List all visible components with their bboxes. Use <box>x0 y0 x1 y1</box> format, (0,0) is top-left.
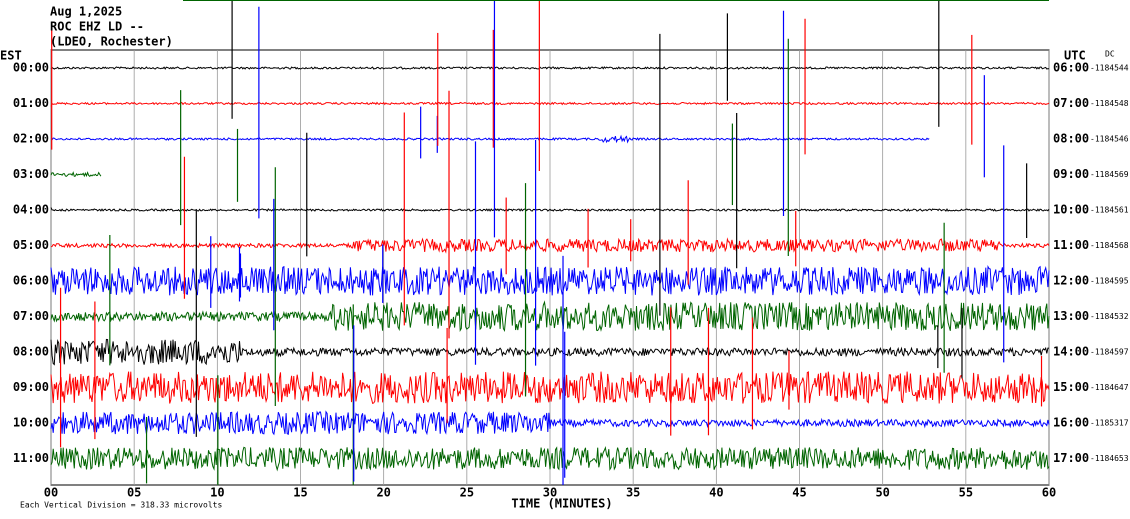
dc-value: -1184546 <box>1090 135 1129 144</box>
est-label: 07:00 <box>13 309 49 323</box>
trace <box>50 134 930 144</box>
plot-area <box>50 0 1050 486</box>
x-tick-label: 55 <box>959 486 973 500</box>
utc-label: 09:00 <box>1053 167 1089 181</box>
utc-label: 10:00 <box>1053 203 1089 217</box>
dc-value: -1184561 <box>1090 206 1129 215</box>
utc-label: 12:00 <box>1053 274 1089 288</box>
header-network: (LDEO, Rochester) <box>50 35 173 49</box>
utc-label: 08:00 <box>1053 132 1089 146</box>
trace <box>50 66 1050 70</box>
x-tick-label: 60 <box>1042 486 1056 500</box>
est-label: 04:00 <box>13 203 49 217</box>
est-label: 01:00 <box>13 96 49 110</box>
left-axis-title: EST <box>0 49 22 63</box>
utc-label: 16:00 <box>1053 416 1089 430</box>
dc-value: -1185317 <box>1090 419 1129 428</box>
dc-title: DC <box>1105 50 1115 59</box>
est-label: 10:00 <box>13 416 49 430</box>
est-label: 00:00 <box>13 61 49 75</box>
dc-value: -1184647 <box>1090 383 1129 392</box>
x-tick-label: 40 <box>709 486 723 500</box>
x-tick-label: 00 <box>44 486 58 500</box>
x-tick-label: 05 <box>127 486 141 500</box>
utc-label: 06:00 <box>1053 61 1089 75</box>
utc-label: 17:00 <box>1053 451 1089 465</box>
header-date: Aug 1,2025 <box>50 5 122 19</box>
dc-value: -1184653 <box>1090 454 1129 463</box>
dc-value: -1184544 <box>1090 64 1129 73</box>
x-tick-label: 30 <box>543 486 557 500</box>
trace <box>50 300 1050 333</box>
x-tick-label: 45 <box>792 486 806 500</box>
utc-label: 14:00 <box>1053 345 1089 359</box>
dc-value: -1184597 <box>1090 348 1129 357</box>
x-tick-label: 35 <box>626 486 640 500</box>
est-label: 08:00 <box>13 345 49 359</box>
dc-value: -1184595 <box>1090 277 1129 286</box>
x-tick-label: 15 <box>293 486 307 500</box>
dc-value: -1184569 <box>1090 170 1129 179</box>
trace <box>50 264 1050 297</box>
dc-value: -1184548 <box>1090 99 1129 108</box>
est-label: 03:00 <box>13 167 49 181</box>
est-label: 11:00 <box>13 451 49 465</box>
trace <box>50 237 1050 254</box>
x-tick-label: 50 <box>875 486 889 500</box>
est-label: 05:00 <box>13 238 49 252</box>
trace <box>50 207 1050 212</box>
x-axis-title: TIME (MINUTES) <box>511 497 612 511</box>
x-tick-label: 10 <box>210 486 224 500</box>
trace <box>50 171 102 178</box>
utc-label: 07:00 <box>1053 96 1089 110</box>
utc-label: 15:00 <box>1053 380 1089 394</box>
footer-note: Each Vertical Division = 318.33 microvol… <box>20 501 222 510</box>
est-label: 02:00 <box>13 132 49 146</box>
utc-label: 13:00 <box>1053 309 1089 323</box>
x-tick-label: 25 <box>460 486 474 500</box>
right-axis-title: UTC <box>1064 49 1086 63</box>
est-label: 06:00 <box>13 274 49 288</box>
trace <box>50 338 1049 366</box>
utc-label: 11:00 <box>1053 238 1089 252</box>
est-label: 09:00 <box>13 380 49 394</box>
trace <box>50 101 1050 107</box>
header-station: ROC EHZ LD -- <box>50 20 144 34</box>
x-tick-label: 20 <box>376 486 390 500</box>
dc-value: -1184532 <box>1090 312 1129 321</box>
dc-value: -1184568 <box>1090 241 1129 250</box>
